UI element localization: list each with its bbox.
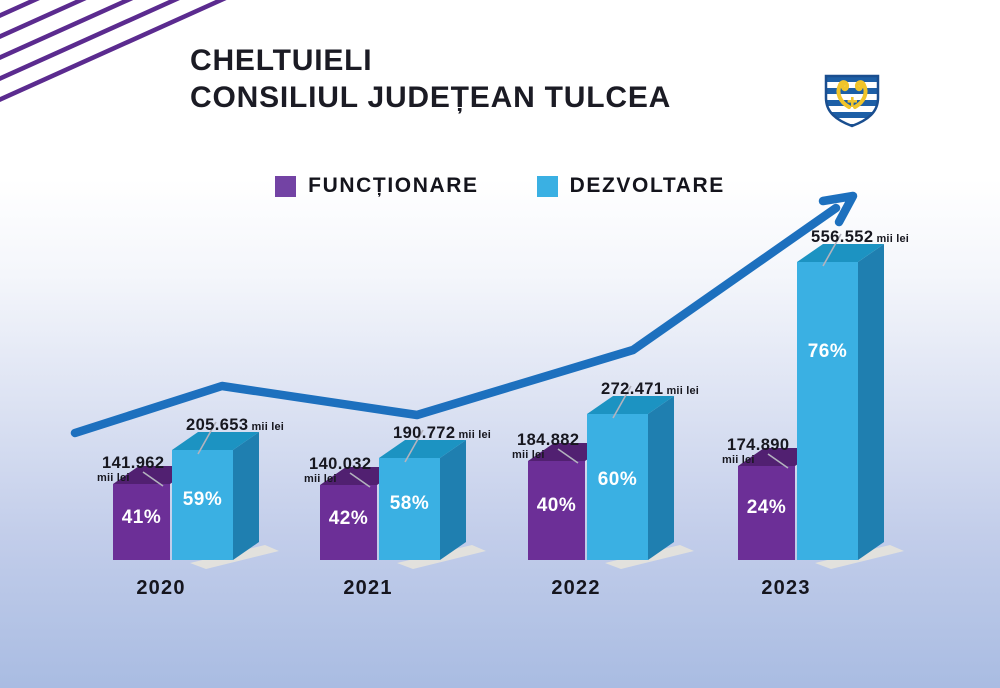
bar-functionare-2023 (738, 466, 795, 560)
title-line-1: CHELTUIELI (190, 44, 373, 77)
percent-functionare-2020: 41% (121, 507, 162, 529)
callout-tick (404, 429, 424, 463)
trend-arrowhead-icon (818, 191, 858, 227)
callout-tick (822, 233, 842, 267)
bar-functionare-2020 (113, 484, 170, 560)
unit: mii lei (458, 429, 492, 441)
callout-tick (197, 421, 217, 455)
value-label-dezvoltare-2020: 205.653 mii lei (186, 416, 284, 435)
value-label-functionare-2023: 174.890 mii lei (722, 436, 789, 466)
callout-tick (142, 471, 164, 487)
cross-icon (847, 97, 857, 107)
bar-dezvoltare-2023 (797, 262, 858, 560)
bar-functionare-2022 (528, 461, 585, 560)
value: 140.032 (309, 455, 372, 473)
value-label-functionare-2022: 184.882 mii lei (512, 431, 579, 461)
percent-functionare-2021: 42% (328, 507, 369, 529)
percent-dezvoltare-2021: 58% (389, 492, 430, 514)
value: 184.882 (517, 431, 580, 449)
year-label-2021: 2021 (343, 577, 393, 599)
functionare-swatch (275, 175, 297, 197)
value-label-dezvoltare-2022: 272.471 mii lei (601, 380, 699, 399)
value: 205.653 (186, 416, 249, 434)
value-label-functionare-2020: 141.962 mii lei (97, 454, 164, 484)
deco-line (0, 0, 227, 102)
value: 141.962 (102, 454, 165, 472)
bar-dezvoltare-2022 (587, 414, 648, 560)
callout-tick (557, 448, 579, 464)
page-title: CHELTUIELI CONSILIUL JUDEȚEAN TULCEA (190, 42, 671, 116)
dezvoltare-swatch (536, 175, 558, 197)
unit: mii lei (512, 449, 545, 461)
value-label-dezvoltare-2021: 190.772 mii lei (393, 424, 491, 443)
bar-dezvoltare-2022-top (587, 396, 674, 414)
trend-line (70, 203, 841, 438)
dolphins-icon (836, 80, 868, 109)
shield-border (824, 74, 880, 128)
callout-tick (767, 453, 789, 469)
unit: mii lei (876, 233, 910, 245)
title-line-2: CONSILIUL JUDEȚEAN TULCEA (190, 81, 672, 114)
value-label-functionare-2021: 140.032 mii lei (304, 455, 371, 485)
year-label-2022: 2022 (551, 577, 601, 599)
decorative-diagonal-lines (0, 0, 227, 102)
year-label-2023: 2023 (761, 577, 811, 599)
callout-tick (349, 472, 371, 488)
bar-dezvoltare-2020-top (172, 432, 259, 450)
deco-line (0, 0, 134, 60)
bar-dezvoltare-2022-side (648, 396, 674, 560)
deco-line (0, 0, 40, 18)
bar-dezvoltare-2020 (172, 450, 233, 560)
legend-item-dezvoltare: DEZVOLTARE (536, 174, 725, 198)
value-label-dezvoltare-2023: 556.552 mii lei (811, 228, 909, 247)
year-label-2020: 2020 (136, 577, 186, 599)
value: 190.772 (393, 424, 456, 442)
unit: mii lei (251, 421, 285, 433)
bar-dezvoltare-2021-top (379, 440, 466, 458)
bar-dezvoltare-2021-side (440, 440, 466, 560)
deco-line (0, 0, 87, 39)
deco-line (0, 0, 180, 81)
percent-functionare-2022: 40% (536, 494, 577, 516)
bar-dezvoltare-2020-side (233, 432, 259, 560)
dezvoltare-label: DEZVOLTARE (569, 174, 725, 197)
percent-dezvoltare-2020: 59% (182, 488, 223, 510)
bar-dezvoltare-2023-side (858, 244, 884, 560)
callout-tick (612, 385, 632, 419)
functionare-label: FUNCȚIONARE (308, 174, 479, 197)
value: 272.471 (601, 380, 664, 398)
unit: mii lei (722, 454, 755, 466)
percent-dezvoltare-2022: 60% (597, 468, 638, 490)
bar-dezvoltare-2023-top (797, 244, 884, 262)
tulcea-coat-of-arms-logo (824, 74, 880, 128)
value: 556.552 (811, 228, 874, 246)
bar-dezvoltare-2021 (379, 458, 440, 560)
value: 174.890 (727, 436, 790, 454)
unit: mii lei (304, 473, 337, 485)
percent-dezvoltare-2023: 76% (807, 341, 848, 362)
legend-item-functionare: FUNCȚIONARE (275, 174, 478, 198)
legend: FUNCȚIONARE DEZVOLTARE (0, 174, 1000, 198)
percent-functionare-2023: 24% (746, 497, 787, 519)
unit: mii lei (666, 385, 700, 397)
unit: mii lei (97, 472, 130, 484)
bar-functionare-2021 (320, 485, 377, 560)
